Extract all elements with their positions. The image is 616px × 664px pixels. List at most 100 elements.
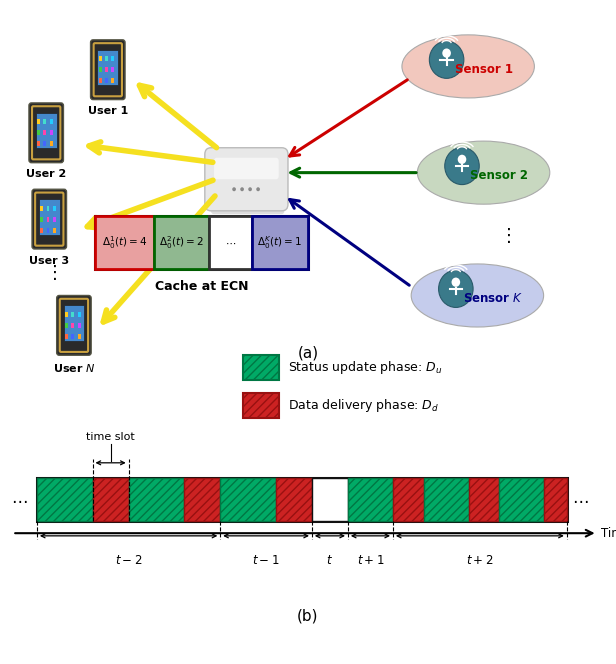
FancyBboxPatch shape (92, 478, 129, 521)
Text: ECN: ECN (231, 219, 262, 233)
FancyBboxPatch shape (63, 305, 84, 341)
Text: $\Delta^2_0(t)=2$: $\Delta^2_0(t)=2$ (160, 234, 204, 251)
FancyBboxPatch shape (105, 56, 108, 61)
FancyBboxPatch shape (57, 295, 91, 355)
Text: $\cdots$: $\cdots$ (572, 491, 588, 509)
FancyBboxPatch shape (214, 158, 279, 179)
FancyBboxPatch shape (99, 56, 102, 61)
FancyBboxPatch shape (99, 67, 102, 72)
Text: User $N$: User $N$ (52, 362, 95, 374)
FancyBboxPatch shape (39, 199, 60, 234)
Text: $\Delta^1_0(t)=4$: $\Delta^1_0(t)=4$ (102, 234, 147, 251)
Text: Data delivery phase: $D_d$: Data delivery phase: $D_d$ (288, 397, 439, 414)
FancyBboxPatch shape (184, 478, 221, 521)
Text: User 3: User 3 (29, 256, 70, 266)
Circle shape (232, 187, 236, 191)
FancyBboxPatch shape (211, 193, 285, 214)
Circle shape (439, 270, 473, 307)
FancyBboxPatch shape (36, 113, 57, 148)
Text: $t$: $t$ (326, 554, 333, 568)
Ellipse shape (402, 35, 535, 98)
Circle shape (458, 155, 466, 164)
FancyBboxPatch shape (91, 40, 125, 100)
FancyBboxPatch shape (43, 120, 46, 124)
FancyBboxPatch shape (37, 478, 567, 521)
Ellipse shape (418, 141, 549, 205)
Circle shape (452, 278, 460, 287)
FancyBboxPatch shape (71, 323, 74, 328)
FancyBboxPatch shape (65, 323, 68, 328)
FancyBboxPatch shape (348, 478, 393, 521)
Text: Sensor 2: Sensor 2 (470, 169, 528, 183)
FancyBboxPatch shape (111, 56, 115, 61)
FancyBboxPatch shape (53, 216, 56, 222)
Circle shape (442, 48, 451, 58)
FancyBboxPatch shape (312, 478, 348, 521)
Text: time slot: time slot (86, 432, 135, 442)
FancyBboxPatch shape (40, 216, 43, 222)
Text: User 1: User 1 (87, 106, 128, 116)
FancyBboxPatch shape (65, 334, 68, 339)
FancyBboxPatch shape (469, 478, 500, 521)
Circle shape (248, 187, 252, 191)
FancyBboxPatch shape (78, 334, 81, 339)
FancyBboxPatch shape (43, 130, 46, 135)
FancyBboxPatch shape (47, 228, 49, 233)
FancyBboxPatch shape (97, 50, 118, 85)
Text: $t-1$: $t-1$ (253, 554, 280, 568)
FancyBboxPatch shape (47, 206, 49, 210)
Circle shape (256, 187, 260, 191)
FancyBboxPatch shape (105, 78, 108, 84)
Text: $\vdots$: $\vdots$ (499, 226, 511, 245)
FancyBboxPatch shape (37, 120, 40, 124)
FancyBboxPatch shape (129, 478, 184, 521)
Text: Time step: Time step (601, 527, 616, 540)
FancyBboxPatch shape (65, 312, 68, 317)
FancyBboxPatch shape (111, 67, 115, 72)
FancyBboxPatch shape (252, 216, 308, 269)
Text: Sensor 1: Sensor 1 (455, 63, 513, 76)
FancyBboxPatch shape (221, 478, 276, 521)
Text: $\cdots$: $\cdots$ (12, 491, 28, 509)
FancyBboxPatch shape (209, 216, 252, 269)
FancyBboxPatch shape (40, 228, 43, 233)
Text: User 2: User 2 (26, 169, 67, 179)
FancyBboxPatch shape (37, 478, 92, 521)
FancyBboxPatch shape (47, 216, 49, 222)
Circle shape (240, 187, 244, 191)
FancyBboxPatch shape (95, 216, 308, 269)
FancyBboxPatch shape (50, 141, 53, 147)
Text: (b): (b) (298, 609, 318, 623)
FancyBboxPatch shape (29, 103, 63, 163)
Text: Cache at ECN: Cache at ECN (155, 280, 248, 293)
Text: $t+1$: $t+1$ (357, 554, 384, 568)
FancyBboxPatch shape (99, 78, 102, 84)
FancyBboxPatch shape (111, 78, 115, 84)
FancyBboxPatch shape (500, 478, 545, 521)
FancyBboxPatch shape (50, 130, 53, 135)
FancyBboxPatch shape (37, 141, 40, 147)
FancyBboxPatch shape (32, 189, 67, 249)
FancyBboxPatch shape (243, 393, 279, 418)
Text: $\vdots$: $\vdots$ (44, 263, 57, 282)
FancyBboxPatch shape (95, 216, 154, 269)
FancyBboxPatch shape (71, 312, 74, 317)
FancyBboxPatch shape (50, 120, 53, 124)
Text: Sensor $K$: Sensor $K$ (463, 292, 523, 305)
Text: $\cdots$: $\cdots$ (225, 237, 236, 248)
FancyBboxPatch shape (43, 141, 46, 147)
FancyBboxPatch shape (37, 130, 40, 135)
FancyBboxPatch shape (393, 478, 424, 521)
Ellipse shape (411, 264, 544, 327)
FancyBboxPatch shape (276, 478, 312, 521)
Circle shape (429, 41, 464, 78)
FancyBboxPatch shape (243, 355, 279, 380)
FancyBboxPatch shape (53, 206, 56, 210)
FancyBboxPatch shape (78, 323, 81, 328)
Text: $t-2$: $t-2$ (115, 554, 142, 568)
FancyBboxPatch shape (40, 206, 43, 210)
FancyBboxPatch shape (53, 228, 56, 233)
FancyBboxPatch shape (154, 216, 209, 269)
FancyBboxPatch shape (78, 312, 81, 317)
FancyBboxPatch shape (71, 334, 74, 339)
